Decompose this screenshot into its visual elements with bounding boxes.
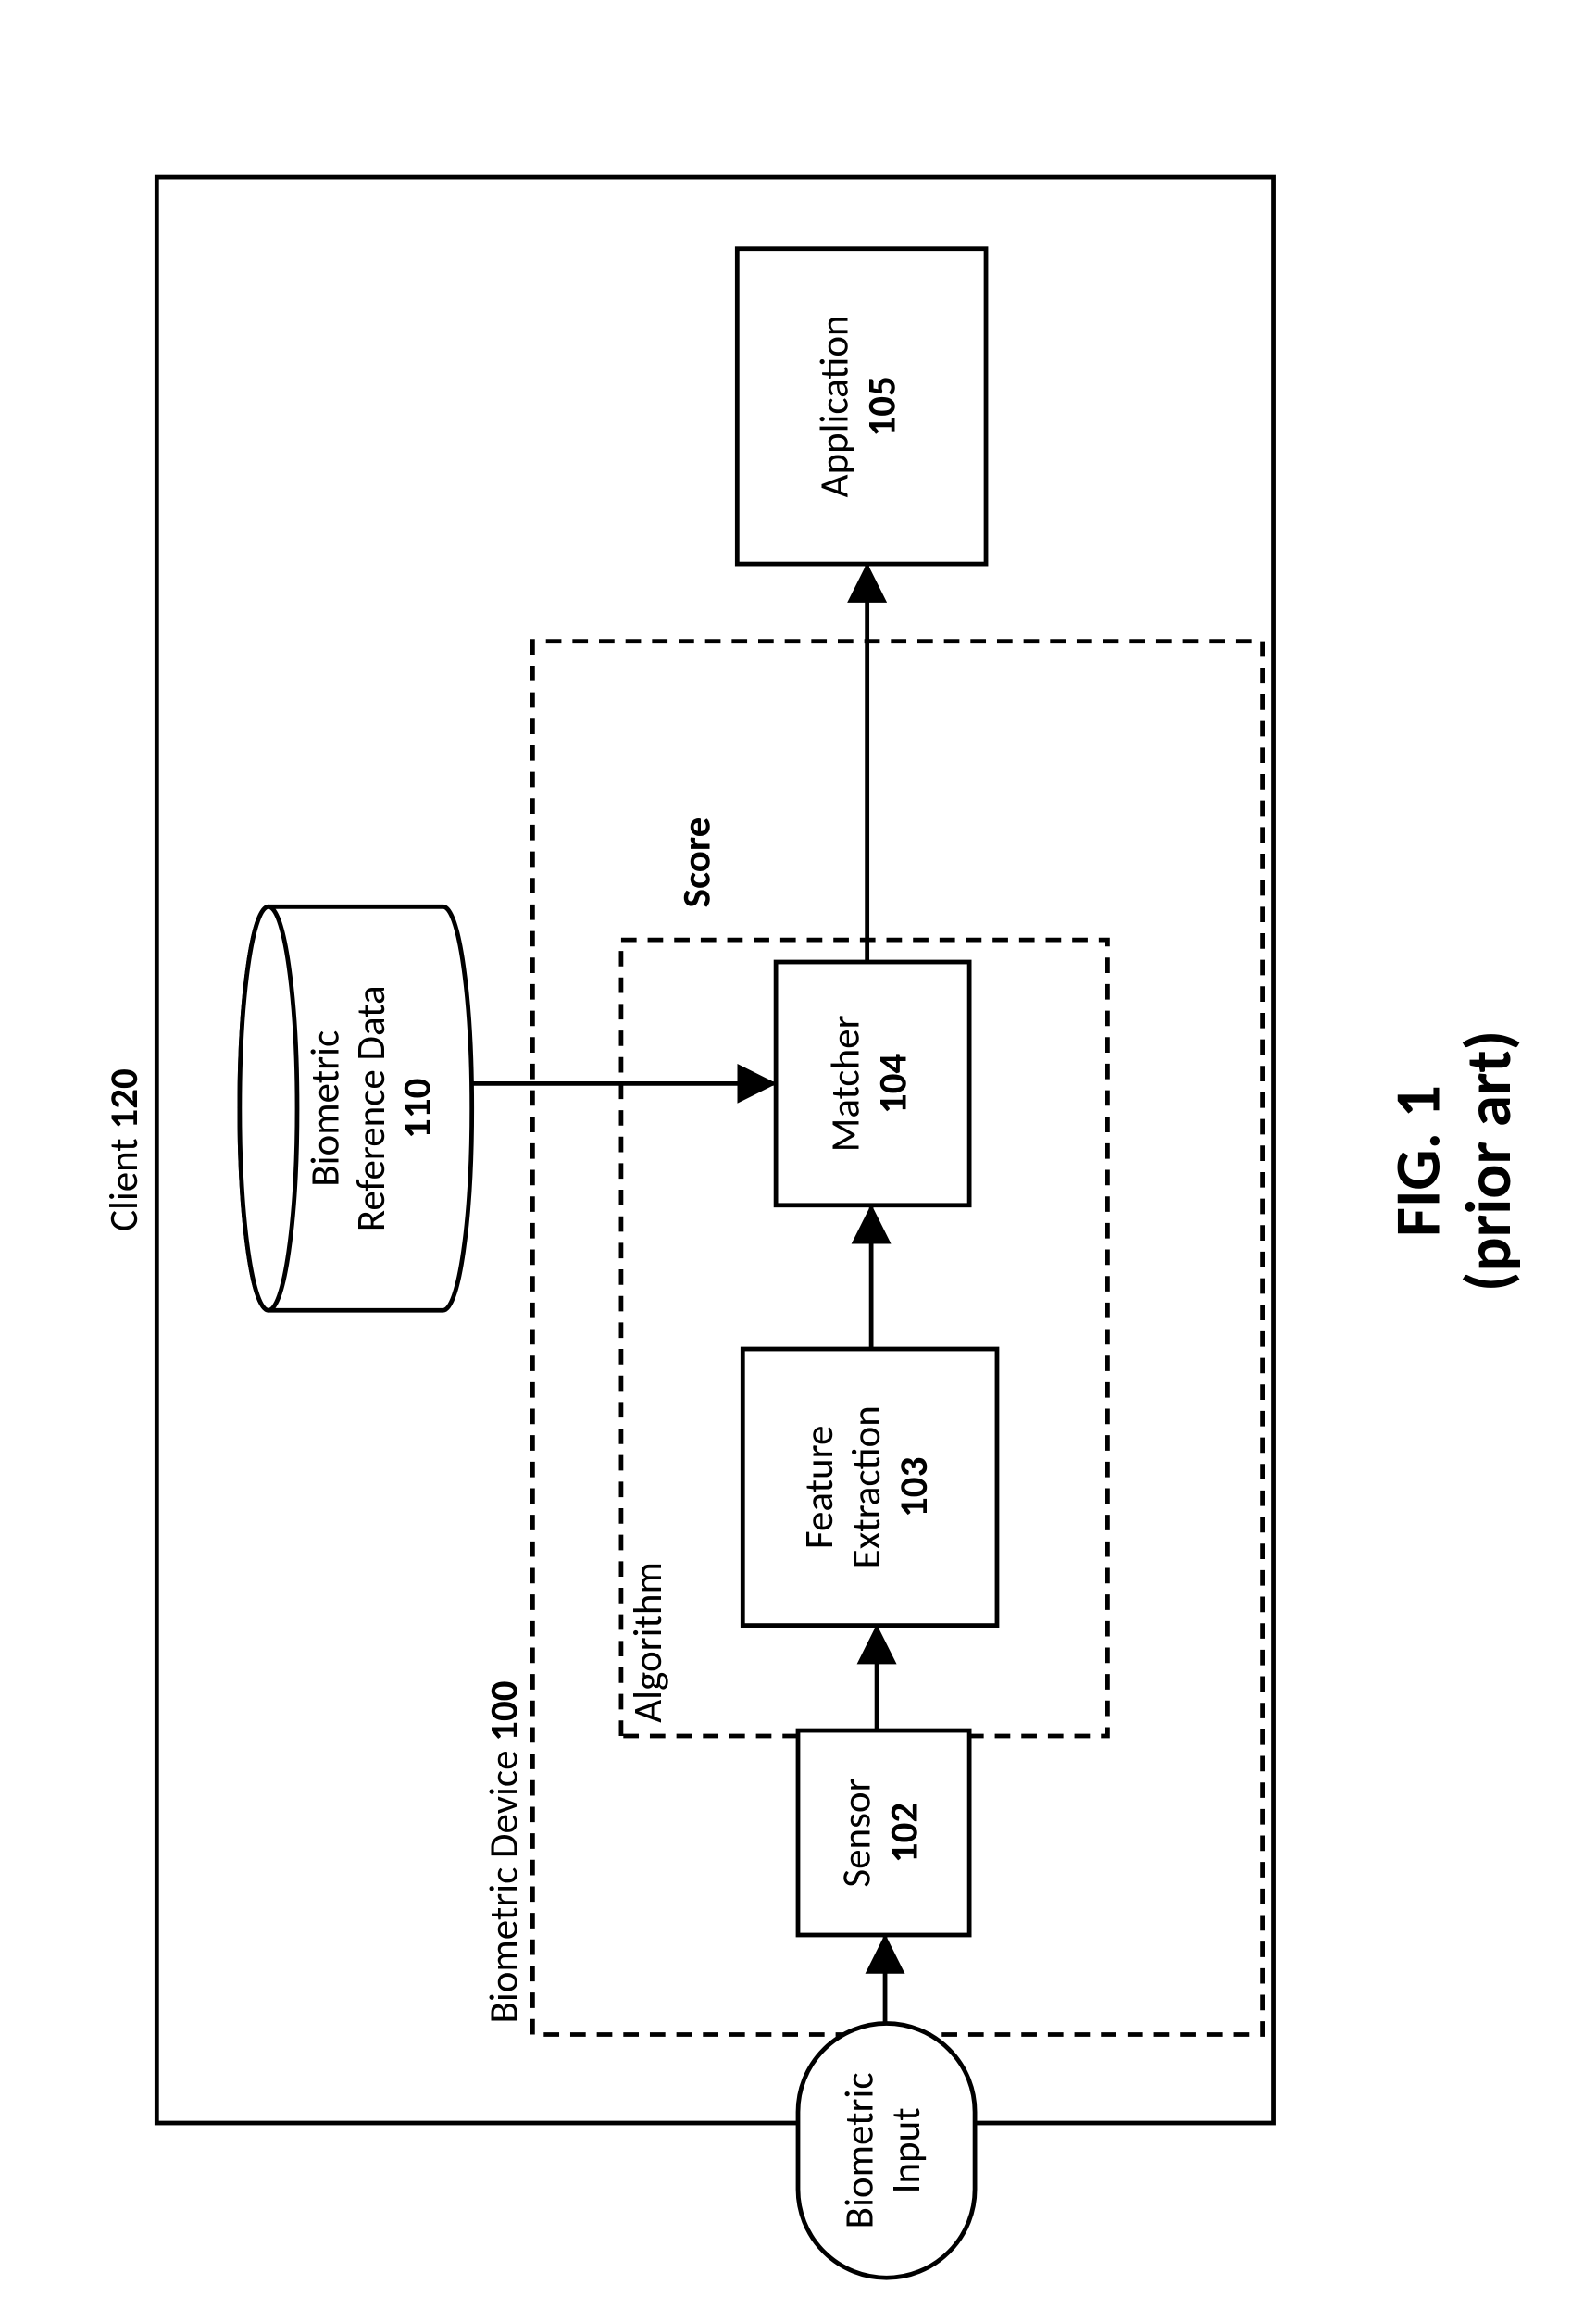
feature-label: 103 [889,1457,938,1517]
biometric-input-label: Input [881,2107,930,2193]
refdata-label: Reference Data [346,985,395,1231]
feature-label: Extraction [842,1405,891,1568]
feature-label: Feature [794,1426,843,1550]
matcher-label: Matcher [821,1015,870,1152]
refdata-label: 110 [392,1079,441,1139]
application-label: Application [810,315,859,497]
application-label: 105 [856,376,905,436]
algorithm-label: Algorithm [623,1562,672,1723]
figure-number: FIG. 1 [1378,1085,1457,1237]
client-label: Client 120 [99,1068,148,1231]
matcher-label: 104 [867,1054,916,1115]
refdata-label: Biometric [300,1030,349,1187]
biometric-input-label: Biometric [834,2072,883,2228]
figure-subcaption: (prior art) [1449,1030,1527,1292]
refdata-top [240,906,297,1310]
sensor-label: 102 [879,1803,928,1863]
device-label: Biometric Device 100 [480,1680,529,2023]
diagram-root: Client 120 Biometric Device 100 Algorithm B… [99,177,1527,2278]
score-label: Score [671,818,720,908]
sensor-label: Sensor [831,1778,880,1887]
